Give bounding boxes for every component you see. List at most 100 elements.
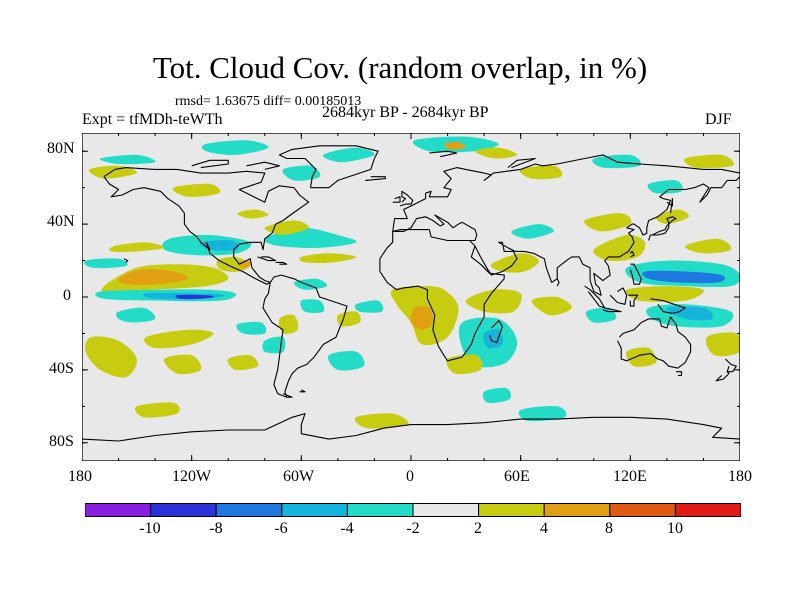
colorbar-cell bbox=[85, 503, 152, 517]
coastline bbox=[275, 261, 288, 265]
anomaly-region bbox=[262, 336, 286, 354]
anomaly-region bbox=[531, 296, 572, 316]
anomaly-region bbox=[625, 286, 704, 303]
anomaly-region bbox=[99, 154, 156, 165]
anomaly-region bbox=[683, 154, 734, 169]
coastline bbox=[392, 214, 478, 242]
coastline bbox=[628, 294, 639, 307]
coastline bbox=[602, 307, 622, 313]
coastlines bbox=[82, 145, 740, 442]
x-tick-label: 60E bbox=[504, 468, 530, 485]
season-label: DJF bbox=[705, 111, 732, 128]
colorbar-cell bbox=[346, 503, 414, 517]
y-tick-label: 0 bbox=[63, 287, 71, 304]
anomaly-region bbox=[465, 289, 522, 314]
y-tick-label: 40N bbox=[47, 213, 75, 230]
colorbar-cell bbox=[150, 503, 217, 517]
colorbar-cell bbox=[609, 503, 676, 517]
x-tick-label: 120E bbox=[613, 468, 647, 485]
x-tick-label: 60W bbox=[283, 468, 315, 485]
coastline bbox=[392, 154, 740, 232]
chart-title: Tot. Cloud Cov. (random overlap, in %) bbox=[152, 50, 648, 85]
colorbar bbox=[85, 503, 741, 517]
stats-text: rmsd= 1.63675 diff= 0.00185013 bbox=[175, 94, 362, 109]
coastline bbox=[282, 393, 293, 398]
coastline bbox=[257, 256, 277, 262]
colorbar-label: 2 bbox=[474, 520, 482, 537]
anomaly-region bbox=[85, 336, 137, 378]
anomaly-region bbox=[238, 260, 251, 268]
map-plot bbox=[82, 133, 740, 461]
coastline bbox=[648, 216, 677, 241]
coastline bbox=[429, 150, 458, 158]
colorbar-label: 8 bbox=[605, 520, 613, 537]
anomaly-region bbox=[201, 140, 269, 155]
anomaly-region bbox=[163, 354, 202, 375]
anomaly-region bbox=[109, 242, 165, 253]
coastline bbox=[507, 157, 536, 169]
axis-ticks bbox=[82, 133, 740, 461]
coastline bbox=[629, 250, 635, 258]
anomaly-region bbox=[647, 180, 683, 194]
anomaly-region bbox=[642, 270, 725, 284]
colorbar-cell bbox=[674, 503, 741, 517]
colorbar-cell bbox=[281, 503, 348, 517]
anomaly-region bbox=[293, 278, 328, 290]
x-tick-label: 0 bbox=[406, 468, 414, 485]
anomaly-region bbox=[84, 258, 128, 269]
anomaly-region bbox=[519, 165, 563, 180]
anomaly-region bbox=[216, 256, 251, 272]
colorbar-cell bbox=[478, 503, 545, 517]
coastline bbox=[246, 161, 280, 170]
coastline bbox=[556, 278, 560, 287]
anomaly-region bbox=[236, 321, 267, 335]
coastline bbox=[262, 274, 348, 398]
anomaly-region bbox=[684, 238, 732, 254]
anomaly-region bbox=[446, 354, 483, 375]
anomaly-region bbox=[134, 402, 180, 418]
colorbar-label: -2 bbox=[406, 520, 420, 537]
coastline bbox=[474, 176, 740, 296]
coastline bbox=[617, 316, 692, 369]
coastline bbox=[278, 145, 379, 189]
anomaly-region bbox=[118, 269, 189, 285]
coastline bbox=[299, 389, 306, 393]
coastline bbox=[191, 159, 229, 169]
anomaly-region bbox=[626, 347, 657, 367]
coastline bbox=[489, 320, 503, 344]
coastline bbox=[399, 190, 414, 207]
colorbar-label: -6 bbox=[274, 520, 288, 537]
x-tick-label: 120W bbox=[172, 468, 212, 485]
coastline bbox=[629, 263, 642, 285]
coastline bbox=[725, 358, 737, 373]
anomaly-region bbox=[490, 253, 539, 273]
anomaly-region bbox=[483, 329, 504, 349]
anomaly-region bbox=[322, 147, 375, 163]
coastline bbox=[666, 198, 673, 214]
anomaly-region bbox=[282, 165, 321, 181]
anomaly-region bbox=[175, 294, 214, 300]
colorbar-cell bbox=[412, 503, 480, 517]
difference-field bbox=[84, 136, 740, 429]
y-tick-label: 40S bbox=[49, 360, 74, 377]
coastline bbox=[379, 229, 505, 362]
anomaly-region bbox=[511, 224, 554, 239]
anomaly-region bbox=[116, 307, 156, 323]
anomaly-region bbox=[474, 147, 518, 159]
coastline bbox=[123, 258, 129, 263]
anomaly-region bbox=[172, 183, 221, 197]
anomaly-region bbox=[336, 311, 361, 327]
anomaly-region bbox=[666, 306, 714, 321]
coastline bbox=[676, 371, 683, 376]
coastline bbox=[650, 298, 686, 314]
anomaly-region bbox=[410, 306, 434, 330]
coastline bbox=[715, 371, 730, 382]
y-tick-label: 80N bbox=[47, 140, 75, 157]
anomaly-region bbox=[593, 234, 646, 261]
anomaly-region bbox=[443, 141, 467, 150]
colorbar-label: 10 bbox=[667, 520, 683, 537]
anomaly-region bbox=[354, 300, 384, 313]
x-tick-label: 180 bbox=[728, 468, 752, 485]
anomaly-region bbox=[88, 165, 138, 179]
anomaly-region bbox=[237, 209, 269, 219]
